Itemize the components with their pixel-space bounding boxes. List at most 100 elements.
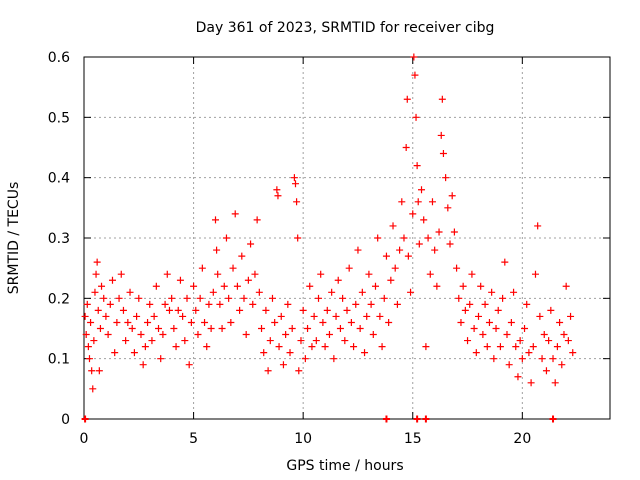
data-point <box>117 270 125 278</box>
data-point <box>172 343 180 351</box>
x-tick-label: 15 <box>404 431 422 447</box>
data-point <box>461 306 469 314</box>
data-point <box>523 300 531 308</box>
data-point <box>220 282 228 290</box>
data-point <box>304 325 312 332</box>
data-point <box>325 331 333 339</box>
data-point <box>213 246 221 254</box>
data-point <box>521 325 529 332</box>
data-point <box>98 282 106 290</box>
data-point <box>334 276 342 284</box>
data-point <box>196 294 204 302</box>
data-point <box>249 300 257 308</box>
y-tick-label: 0.4 <box>48 171 70 187</box>
data-point <box>251 270 259 278</box>
data-point <box>488 288 496 296</box>
data-point <box>431 246 439 254</box>
data-point <box>459 282 467 290</box>
data-point <box>558 361 566 369</box>
data-point <box>174 306 182 314</box>
data-point <box>88 367 96 375</box>
data-point <box>96 325 104 332</box>
data-point <box>277 312 285 320</box>
data-point <box>485 318 493 326</box>
data-point <box>212 216 219 224</box>
data-point <box>514 373 522 381</box>
data-point <box>402 144 410 151</box>
data-point <box>450 228 458 236</box>
data-point <box>115 294 123 302</box>
data-point <box>553 343 561 351</box>
data-point <box>209 288 217 296</box>
data-point <box>152 282 160 290</box>
data-point <box>295 367 303 375</box>
data-point <box>85 355 93 363</box>
y-tick-label: 0 <box>61 412 70 428</box>
data-point <box>501 258 509 266</box>
data-point <box>242 331 250 339</box>
data-point <box>227 318 235 326</box>
data-point <box>536 312 544 320</box>
data-point <box>389 222 397 230</box>
data-point <box>529 343 537 351</box>
data-point <box>282 331 290 339</box>
data-point <box>470 325 478 332</box>
data-point <box>347 318 355 326</box>
data-point <box>380 294 388 302</box>
data-point <box>475 312 482 320</box>
data-point <box>391 264 399 272</box>
data-point <box>393 300 401 308</box>
data-point <box>358 288 366 296</box>
data-point <box>545 337 553 345</box>
x-tick-label: 20 <box>513 431 531 447</box>
data-point <box>424 234 432 242</box>
grid-lines <box>84 57 610 419</box>
data-point <box>135 294 143 302</box>
data-point <box>207 325 215 332</box>
data-point <box>144 318 152 326</box>
data-point <box>481 300 489 308</box>
data-point <box>396 246 404 254</box>
data-point <box>225 294 233 302</box>
data-point <box>92 270 100 278</box>
data-point <box>494 306 502 314</box>
data-point <box>453 264 461 272</box>
data-point <box>361 349 369 357</box>
data-point <box>203 343 211 351</box>
data-point <box>293 198 301 206</box>
data-point <box>551 379 559 387</box>
data-point <box>294 234 302 242</box>
data-point <box>525 349 533 357</box>
x-tick-labels: 0 5 10 15 20 <box>80 431 532 447</box>
data-point <box>446 240 454 248</box>
data-point <box>126 288 134 296</box>
data-point <box>150 312 158 320</box>
data-point <box>185 361 193 369</box>
data-point <box>336 325 344 332</box>
data-point <box>527 379 535 387</box>
data-point <box>214 270 222 278</box>
data-point <box>253 216 261 224</box>
data-point <box>244 276 252 284</box>
data-point <box>231 210 239 218</box>
data-point <box>547 306 555 314</box>
data-point <box>468 270 476 278</box>
data-point <box>435 228 443 236</box>
data-point <box>569 349 577 357</box>
data-point <box>317 270 325 278</box>
data-point <box>531 270 539 278</box>
y-axis-label: SRMTID / TECUs <box>6 182 22 295</box>
data-point <box>95 367 103 375</box>
data-point <box>387 276 395 284</box>
data-point <box>418 186 426 194</box>
data-point <box>415 240 423 248</box>
data-point <box>308 343 316 351</box>
data-point <box>128 325 136 332</box>
data-point <box>192 306 200 314</box>
data-point <box>233 282 241 290</box>
data-point <box>260 349 268 357</box>
data-point <box>176 276 184 284</box>
y-tick-labels: 0 0.1 0.2 0.3 0.4 0.5 0.6 <box>48 50 70 428</box>
data-point <box>187 318 195 326</box>
y-tick-label: 0.6 <box>48 50 70 66</box>
